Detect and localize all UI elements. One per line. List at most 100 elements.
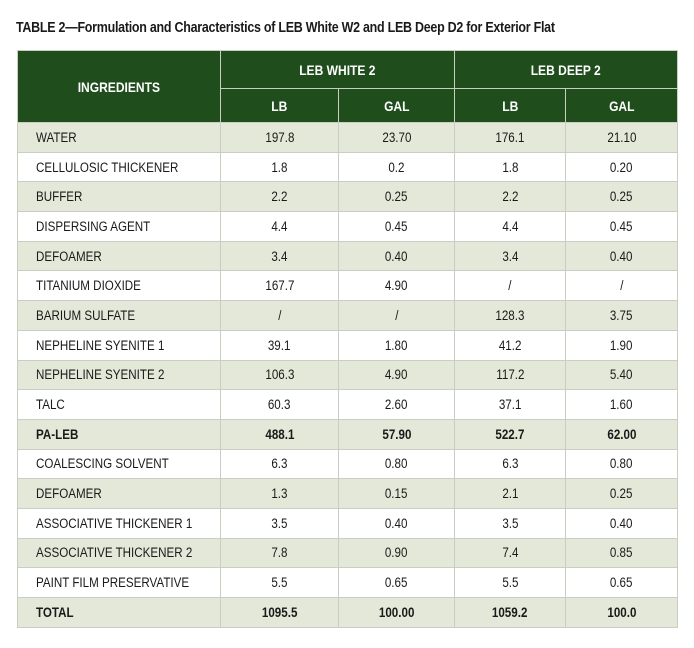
deep-gal-cell: 0.80	[565, 448, 679, 480]
table-row: DEFOAMER 1.3 0.15 2.1 0.25	[17, 478, 679, 509]
table-row: BARIUM SULFATE //128.3 3.75	[17, 300, 679, 331]
ingredients-header: INGREDIENTS	[17, 50, 221, 123]
ingredient-cell: CELLULOSIC THICKENER	[17, 151, 221, 183]
deep-gal-cell: 0.40	[565, 507, 679, 539]
table-row: DISPERSING AGENT 4.4 0.45 4.4 0.45	[17, 211, 679, 242]
table-row: NEPHELINE SYENITE 2 106.3 4.90 117.2 5.40	[17, 359, 679, 391]
deep-gal-cell: 0.25	[565, 478, 679, 509]
table-caption: TABLE 2—Formulation and Characteristics …	[16, 20, 555, 36]
deep-gal-cell: 3.75	[565, 300, 679, 331]
ingredient-cell: DISPERSING AGENT	[17, 211, 221, 242]
deep-gal-cell: 0.25	[565, 181, 679, 213]
white-gal-cell: 4.90	[337, 359, 456, 391]
white-lb-cell: 7.8	[220, 537, 339, 569]
white-lb-cell: 1.3	[220, 478, 339, 509]
white-lb-cell: 197.8	[220, 122, 339, 153]
white-gal-cell: 0.40	[337, 240, 456, 272]
white-lb-header: LB	[220, 88, 339, 123]
table-row: DEFOAMER 3.4 0.40 3.4 0.40	[17, 240, 679, 272]
deep-lb-cell: 1059.2	[454, 597, 567, 628]
ingredient-cell: DEFOAMER	[17, 478, 221, 509]
white-gal-cell: 0.15	[337, 478, 456, 509]
ingredient-cell: PAINT FILM PRESERVATIVE	[17, 567, 221, 598]
deep-gal-cell: 21.10	[565, 122, 679, 153]
table-row: WATER 197.8 23.70 176.1 21.10	[17, 122, 679, 153]
deep-lb-cell: 7.4	[454, 537, 567, 569]
ingredient-cell: BARIUM SULFATE	[17, 300, 221, 331]
ingredient-cell: WATER	[17, 122, 221, 153]
deep-gal-cell: 5.40	[565, 359, 679, 391]
deep-gal-cell: 100.0	[565, 597, 679, 628]
deep-gal-cell: /	[565, 270, 679, 302]
ingredient-cell: NEPHELINE SYENITE 1	[17, 329, 221, 361]
white-lb-cell: /	[220, 300, 339, 331]
table-row: NEPHELINE SYENITE 1 39.1 1.80 41.2 1.90	[17, 329, 679, 361]
white-lb-cell: 4.4	[220, 211, 339, 242]
ingredient-cell: PA-LEB	[17, 418, 221, 450]
white-lb-cell: 6.3	[220, 448, 339, 480]
white-lb-cell: 488.1	[220, 418, 339, 450]
white-gal-cell: 2.60	[337, 389, 456, 420]
deep-lb-cell: 1.8	[454, 151, 567, 183]
table-row: TITANIUM DIOXIDE 167.7 4.90//	[17, 270, 679, 302]
deep-lb-cell: 37.1	[454, 389, 567, 420]
white-lb-cell: 1095.5	[220, 597, 339, 628]
ingredient-cell: DEFOAMER	[17, 240, 221, 272]
white-lb-cell: 2.2	[220, 181, 339, 213]
ingredient-cell: COALESCING SOLVENT	[17, 448, 221, 480]
deep-lb-cell: 2.2	[454, 181, 567, 213]
deep-lb-cell: 522.7	[454, 418, 567, 450]
table-row: COALESCING SOLVENT 6.3 0.80 6.3 0.80	[17, 448, 679, 480]
deep-lb-cell: 128.3	[454, 300, 567, 331]
white-gal-cell: 0.2	[337, 151, 456, 183]
deep-lb-cell: 117.2	[454, 359, 567, 391]
deep-lb-cell: /	[454, 270, 567, 302]
white-gal-cell: 100.00	[337, 597, 456, 628]
table-row: BUFFER 2.2 0.25 2.2 0.25	[17, 181, 679, 213]
ingredient-cell: BUFFER	[17, 181, 221, 213]
ingredient-cell: NEPHELINE SYENITE 2	[17, 359, 221, 391]
white-gal-cell: /	[337, 300, 456, 331]
white-gal-cell: 1.80	[337, 329, 456, 361]
white-gal-cell: 0.40	[337, 507, 456, 539]
white-lb-cell: 167.7	[220, 270, 339, 302]
deep-lb-header: LB	[454, 88, 567, 123]
white-gal-header: GAL	[337, 88, 456, 123]
white-lb-cell: 3.5	[220, 507, 339, 539]
white-gal-cell: 0.25	[337, 181, 456, 213]
table-row: PAINT FILM PRESERVATIVE 5.5 0.65 5.5 0.65	[17, 567, 679, 598]
ingredient-cell: ASSOCIATIVE THICKENER 1	[17, 507, 221, 539]
deep-gal-cell: 0.45	[565, 211, 679, 242]
white-lb-cell: 5.5	[220, 567, 339, 598]
ingredient-cell: TITANIUM DIOXIDE	[17, 270, 221, 302]
deep-gal-cell: 0.40	[565, 240, 679, 272]
leb-deep-2-header: LEB DEEP 2	[454, 50, 679, 89]
deep-lb-cell: 5.5	[454, 567, 567, 598]
deep-gal-cell: 1.60	[565, 389, 679, 420]
white-gal-cell: 0.90	[337, 537, 456, 569]
deep-gal-cell: 0.65	[565, 567, 679, 598]
ingredient-cell: ASSOCIATIVE THICKENER 2	[17, 537, 221, 569]
deep-gal-header: GAL	[565, 88, 679, 123]
table-row: ASSOCIATIVE THICKENER 2 7.8 0.90 7.4 0.85	[17, 537, 679, 569]
white-lb-cell: 1.8	[220, 151, 339, 183]
white-lb-cell: 60.3	[220, 389, 339, 420]
deep-lb-cell: 6.3	[454, 448, 567, 480]
white-gal-cell: 0.45	[337, 211, 456, 242]
deep-gal-cell: 0.85	[565, 537, 679, 569]
deep-lb-cell: 3.4	[454, 240, 567, 272]
deep-gal-cell: 62.00	[565, 418, 679, 450]
white-gal-cell: 57.90	[337, 418, 456, 450]
deep-lb-cell: 3.5	[454, 507, 567, 539]
table-row: ASSOCIATIVE THICKENER 1 3.5 0.40 3.5 0.40	[17, 507, 679, 539]
ingredient-cell: TOTAL	[17, 597, 221, 628]
ingredient-cell: TALC	[17, 389, 221, 420]
deep-lb-cell: 2.1	[454, 478, 567, 509]
formulation-table: INGREDIENTS LEB WHITE 2 LEB DEEP 2 LB GA…	[17, 50, 679, 628]
leb-white-2-header: LEB WHITE 2	[219, 50, 456, 89]
white-gal-cell: 0.80	[337, 448, 456, 480]
white-lb-cell: 106.3	[220, 359, 339, 391]
white-gal-cell: 0.65	[337, 567, 456, 598]
white-lb-cell: 39.1	[220, 329, 339, 361]
deep-lb-cell: 176.1	[454, 122, 567, 153]
